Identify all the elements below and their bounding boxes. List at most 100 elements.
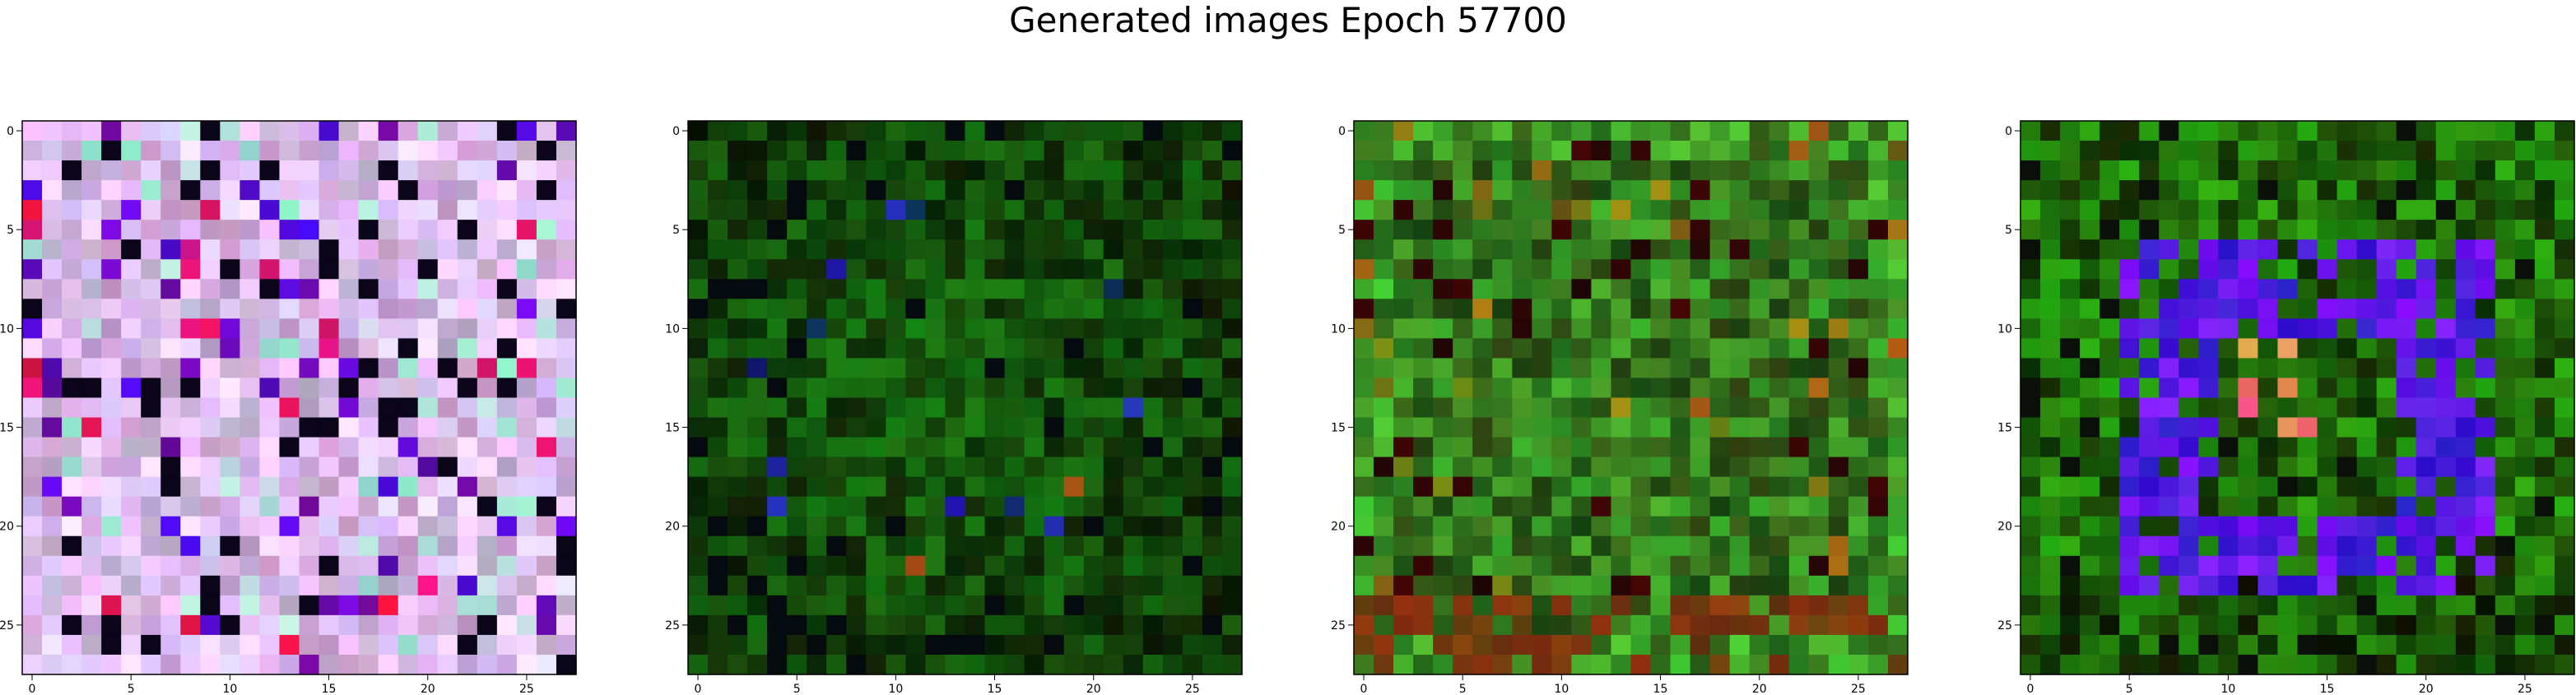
pixel-cell (2139, 535, 2160, 557)
pixel-cell (1063, 634, 1085, 656)
pixel-cell (2475, 634, 2496, 656)
x-tick-label: 15 (322, 683, 337, 695)
pixel-cell (417, 239, 439, 260)
pixel-cell (62, 535, 82, 557)
pixel-cell (1867, 338, 1889, 359)
pixel-cell (787, 220, 807, 240)
pixel-cell (2356, 299, 2378, 319)
pixel-cell (299, 555, 320, 577)
pixel-cell (378, 160, 399, 181)
pixel-cell (81, 259, 102, 280)
pixel-cell (787, 496, 807, 517)
pixel-cell (1788, 318, 1810, 339)
pixel-cell (496, 200, 518, 220)
pixel-cell (1690, 259, 1711, 280)
pixel-cell (2356, 259, 2378, 280)
x-tick-label: 0 (2027, 683, 2034, 695)
pixel-cell (1551, 220, 1572, 240)
pixel-cell (121, 239, 142, 260)
panel-frame (2020, 120, 2575, 675)
pixel-cell (259, 358, 281, 379)
pixel-cell (457, 575, 478, 596)
pixel-cell (1709, 121, 1731, 141)
pixel-cell (62, 318, 82, 339)
pixel-cell (180, 299, 201, 319)
pixel-cell (905, 259, 927, 280)
pixel-cell (1867, 437, 1889, 458)
pixel-cell (2099, 397, 2120, 419)
pixel-cell (1690, 378, 1711, 399)
pixel-cell (2040, 358, 2061, 379)
pixel-cell (1887, 575, 1909, 596)
pixel-cell (2495, 654, 2516, 675)
pixel-cell (1433, 654, 1453, 675)
pixel-cell (457, 160, 478, 181)
pixel-cell (200, 180, 221, 201)
pixel-cell (1354, 200, 1374, 220)
pixel-cell (807, 437, 827, 458)
pixel-cell (42, 378, 63, 399)
pixel-cell (101, 141, 122, 161)
pixel-cell (62, 437, 82, 458)
pixel-cell (239, 279, 261, 299)
pixel-cell (437, 456, 458, 478)
pixel-cell (2554, 654, 2575, 675)
pixel-cell (886, 595, 906, 616)
pixel-cell (101, 634, 122, 656)
pixel-cell (1690, 417, 1711, 438)
pixel-cell (767, 160, 788, 181)
pixel-cell (22, 141, 43, 161)
pixel-cell (1433, 141, 1453, 161)
pixel-cell (747, 299, 768, 319)
pixel-cell (1650, 634, 1672, 656)
pixel-cell (239, 338, 261, 359)
pixel-cell (1848, 259, 1869, 280)
pixel-cell (2119, 456, 2140, 478)
pixel-cell (2257, 338, 2279, 359)
pixel-cell (2060, 299, 2081, 319)
pixel-cell (457, 239, 478, 260)
pixel-cell (1887, 397, 1909, 419)
pixel-cell (121, 476, 142, 498)
pixel-cell (965, 338, 986, 359)
pixel-cell (259, 516, 281, 537)
pixel-cell (259, 259, 281, 280)
pixel-cell (2396, 378, 2417, 399)
pixel-cell (1611, 614, 1632, 636)
pixel-cell (2435, 575, 2457, 596)
pixel-cell (2297, 378, 2318, 399)
pixel-cell (2554, 575, 2575, 596)
pixel-cell (945, 378, 966, 399)
pixel-cell (2534, 496, 2555, 517)
pixel-cell (2238, 338, 2259, 359)
pixel-cell (866, 634, 886, 656)
pixel-cell (2475, 239, 2496, 260)
pixel-cell (1162, 595, 1183, 616)
pixel-cell (2514, 595, 2536, 616)
pixel-cell (886, 259, 906, 280)
pixel-cell (1650, 614, 1672, 636)
pixel-cell (1887, 555, 1909, 577)
pixel-cell (2080, 476, 2100, 498)
pixel-cell (1123, 279, 1144, 299)
pixel-cell (708, 299, 728, 319)
pixel-cell (200, 358, 221, 379)
pixel-cell (101, 437, 122, 458)
pixel-cell (1571, 180, 1593, 201)
pixel-cell (2139, 220, 2160, 240)
pixel-cell (1202, 516, 1223, 537)
pixel-cell (1221, 496, 1243, 517)
pixel-cell (2198, 239, 2219, 260)
pixel-cell (984, 535, 1006, 557)
pixel-cell (1788, 239, 1810, 260)
pixel-cell (417, 654, 439, 675)
pixel-cell (62, 516, 82, 537)
pixel-cell (299, 180, 320, 201)
pixel-cell (1630, 397, 1652, 419)
pixel-cell (2257, 496, 2279, 517)
pixel-cell (2277, 437, 2299, 458)
pixel-cell (886, 141, 906, 161)
pixel-cell (1690, 476, 1711, 498)
pixel-cell (2080, 535, 2100, 557)
